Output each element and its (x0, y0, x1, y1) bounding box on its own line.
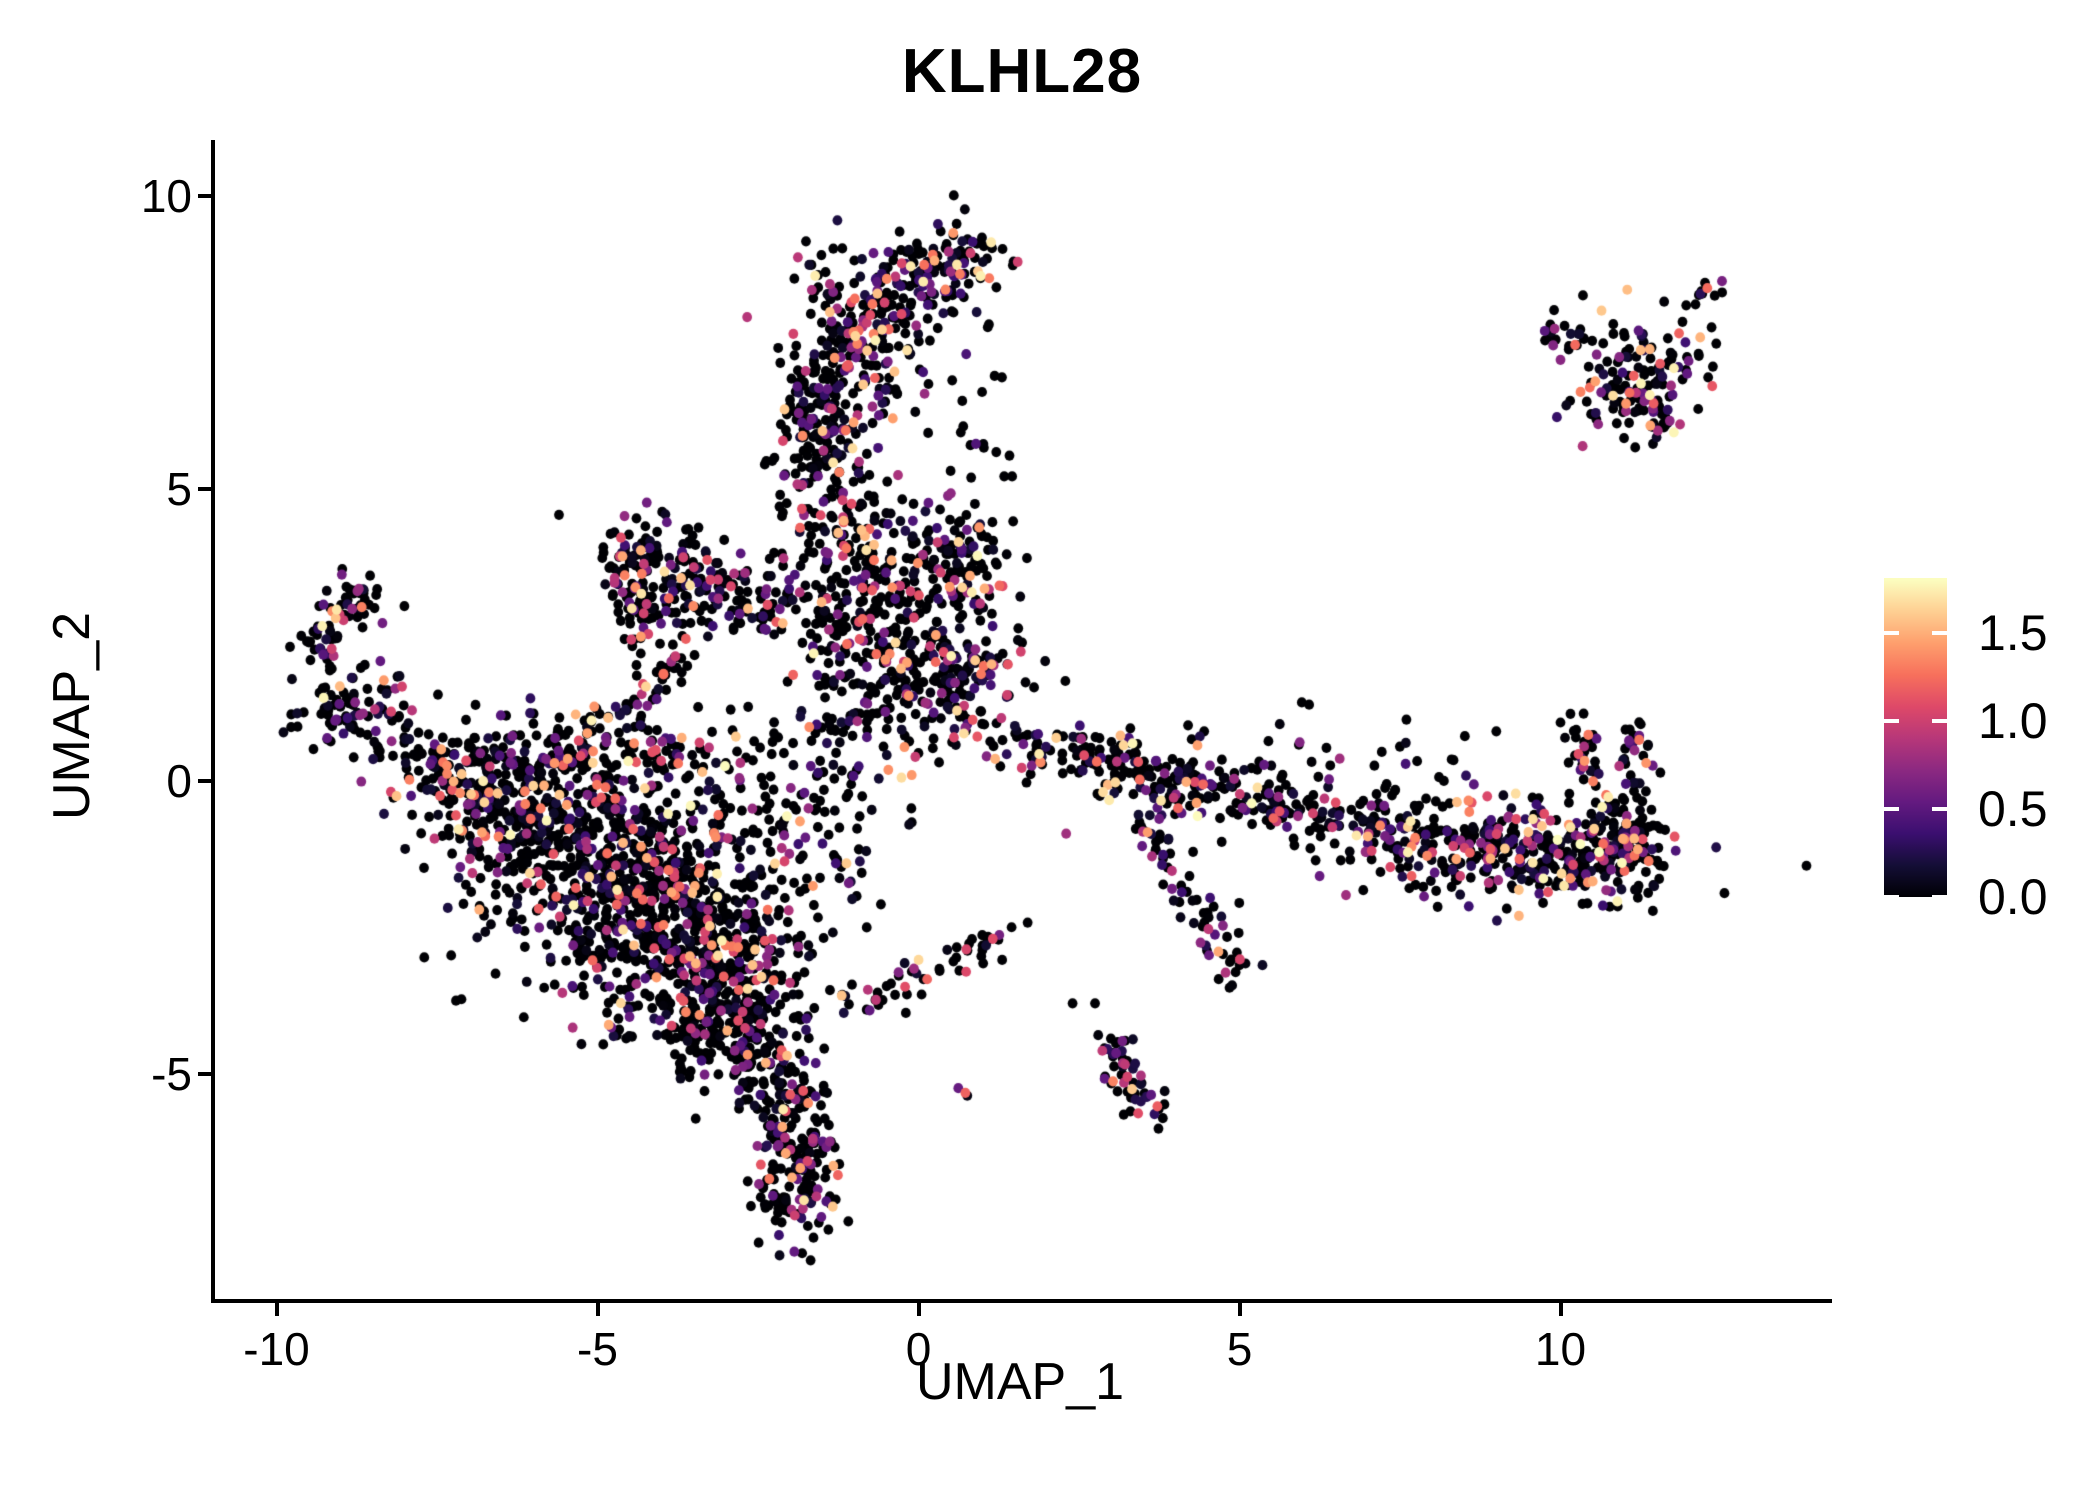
legend-colorbar (1884, 578, 1947, 897)
x-axis-title: UMAP_1 (915, 1353, 1125, 1411)
legend-tick-mark (1884, 806, 1899, 811)
y-tick-label: 10 (140, 170, 192, 222)
y-tick-mark (198, 779, 211, 783)
legend-tick-mark (1884, 895, 1899, 899)
legend-tick-label: 0.0 (1978, 869, 2048, 925)
x-tick-label: -10 (243, 1323, 310, 1375)
x-tick-label: 5 (1226, 1323, 1253, 1375)
y-axis-title: UMAP_2 (43, 611, 101, 821)
x-tick-label: 10 (1534, 1323, 1587, 1375)
legend-tick-mark (1932, 718, 1947, 723)
legend-tick-mark (1932, 806, 1947, 811)
x-axis-line (211, 1299, 1832, 1303)
x-tick-label: 0 (905, 1323, 932, 1375)
legend-tick-mark (1884, 718, 1899, 723)
x-tick-mark (916, 1303, 921, 1316)
legend-tick-label: 1.0 (1978, 692, 2048, 749)
x-tick-mark (1237, 1303, 1242, 1316)
x-tick-mark (274, 1303, 279, 1316)
x-tick-mark (1558, 1303, 1563, 1316)
legend-tick-label: 1.5 (1978, 604, 2048, 661)
y-tick-mark (198, 1071, 211, 1076)
y-tick-mark (198, 194, 211, 198)
y-axis-line (211, 140, 215, 1303)
y-tick-label: 0 (166, 755, 192, 807)
legend-tick-mark (1884, 630, 1899, 635)
y-tick-label: -5 (151, 1047, 192, 1100)
legend-tick-label: 0.5 (1978, 780, 2048, 837)
x-tick-mark (595, 1303, 600, 1316)
y-tick-mark (198, 486, 211, 491)
legend-tick-mark (1932, 630, 1947, 635)
legend-tick-mark (1932, 895, 1947, 899)
y-tick-label: 5 (166, 462, 192, 515)
x-tick-label: -5 (577, 1323, 618, 1375)
